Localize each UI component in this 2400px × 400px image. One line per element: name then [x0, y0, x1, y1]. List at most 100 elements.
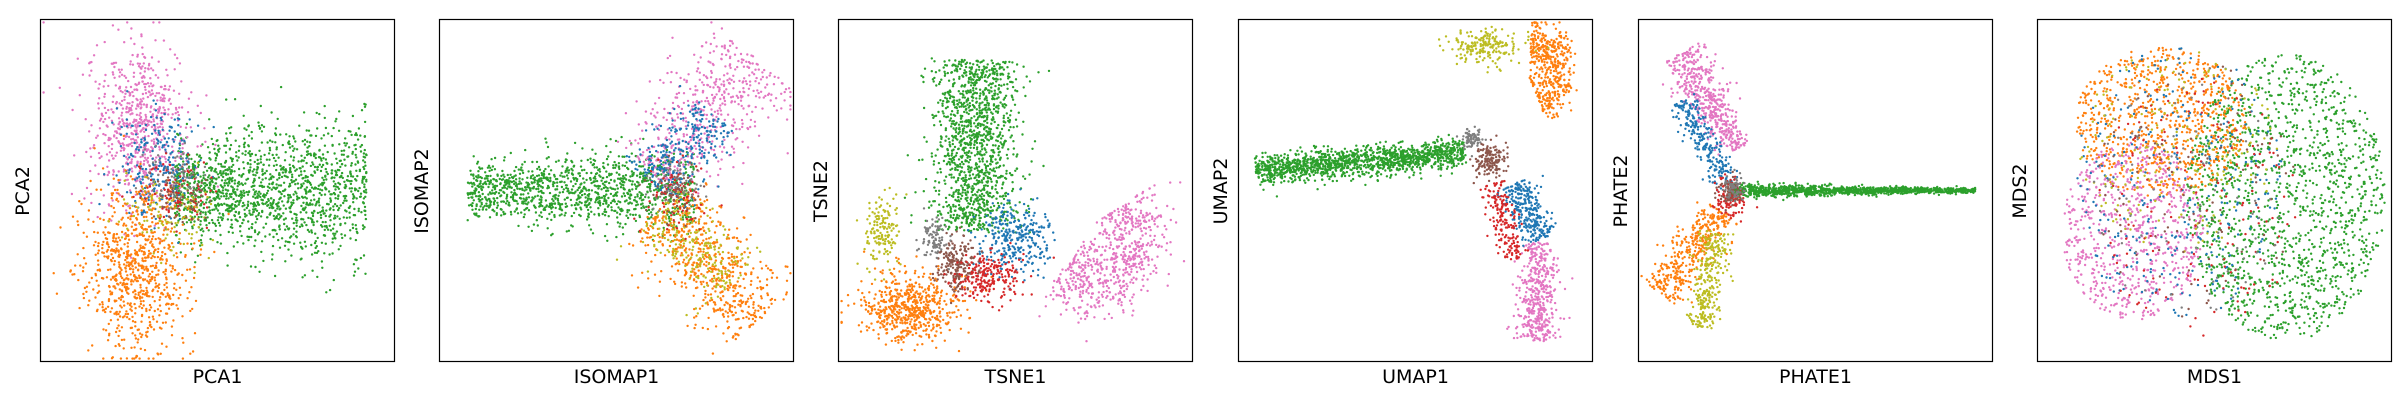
data-point — [319, 169, 323, 173]
data-point — [270, 177, 273, 180]
data-point — [288, 146, 292, 149]
data-point — [340, 171, 344, 175]
data-point — [309, 164, 313, 168]
data-point — [201, 179, 204, 182]
data-point — [152, 21, 155, 24]
data-point — [219, 233, 222, 237]
data-point — [334, 120, 337, 123]
data-point — [227, 210, 230, 213]
data-point — [337, 208, 340, 212]
data-point — [250, 130, 253, 134]
data-point — [343, 234, 347, 237]
data-point — [247, 238, 250, 242]
data-point — [190, 157, 193, 161]
data-point — [363, 226, 366, 229]
data-point — [314, 187, 317, 190]
data-point — [269, 197, 273, 200]
data-point — [358, 169, 362, 173]
data-point — [278, 198, 281, 201]
data-point — [224, 168, 227, 172]
data-point — [352, 274, 356, 277]
data-point — [245, 178, 248, 181]
data-point — [280, 175, 284, 179]
data-point — [306, 228, 310, 232]
data-point — [204, 211, 207, 214]
data-point — [210, 218, 214, 222]
data-point — [217, 162, 220, 166]
data-point — [350, 133, 353, 137]
data-point — [305, 186, 309, 189]
data-point — [111, 100, 115, 104]
data-point — [358, 186, 361, 190]
data-point — [349, 237, 352, 240]
data-point — [200, 234, 203, 237]
data-point — [356, 138, 360, 141]
data-point — [219, 216, 223, 219]
data-point — [300, 195, 304, 198]
data-point — [261, 209, 264, 213]
data-point — [274, 132, 277, 135]
data-point — [355, 197, 358, 200]
data-point — [239, 199, 242, 202]
data-point — [130, 158, 133, 161]
data-point — [300, 257, 303, 260]
data-point — [273, 186, 276, 190]
data-point — [230, 192, 233, 196]
data-point — [248, 153, 252, 156]
data-point — [268, 146, 271, 150]
data-point — [209, 237, 212, 241]
data-point — [310, 211, 314, 214]
data-point — [354, 147, 357, 151]
data-point — [275, 146, 278, 149]
data-point — [199, 156, 203, 160]
data-point — [141, 65, 144, 68]
data-point — [323, 104, 326, 108]
data-point — [194, 173, 197, 176]
data-point — [265, 158, 269, 161]
data-point — [354, 143, 357, 147]
data-point — [324, 126, 328, 130]
data-point — [228, 147, 232, 150]
data-point — [313, 170, 316, 173]
data-point — [326, 150, 329, 154]
data-point — [317, 201, 321, 204]
data-point — [111, 199, 114, 202]
data-point — [333, 176, 336, 179]
data-point — [308, 189, 312, 192]
data-point — [218, 197, 221, 200]
data-point — [193, 181, 196, 184]
data-point — [352, 263, 356, 266]
data-point — [221, 186, 225, 189]
data-point — [242, 189, 245, 192]
data-point — [256, 168, 259, 171]
data-point — [237, 203, 240, 206]
data-point — [273, 274, 277, 278]
data-point — [351, 193, 355, 196]
data-point — [252, 181, 255, 184]
data-point — [285, 133, 288, 136]
data-point — [344, 164, 347, 167]
data-point — [248, 169, 252, 172]
data-point — [333, 203, 337, 206]
data-point — [201, 201, 204, 204]
data-point — [232, 190, 235, 193]
data-point — [283, 244, 287, 247]
data-point — [282, 212, 285, 215]
data-point — [203, 127, 206, 130]
data-point — [176, 57, 179, 60]
data-point — [252, 210, 255, 213]
data-point — [280, 237, 284, 240]
data-point — [107, 84, 110, 88]
data-point — [279, 133, 282, 136]
data-point — [244, 153, 247, 156]
data-point — [231, 226, 234, 229]
data-point — [186, 174, 189, 177]
data-point — [331, 237, 334, 240]
data-point — [230, 178, 233, 181]
data-point — [176, 210, 179, 213]
data-point — [337, 195, 340, 198]
data-point — [309, 183, 313, 186]
data-point — [158, 145, 161, 149]
data-point — [209, 183, 212, 186]
data-point — [353, 214, 357, 217]
